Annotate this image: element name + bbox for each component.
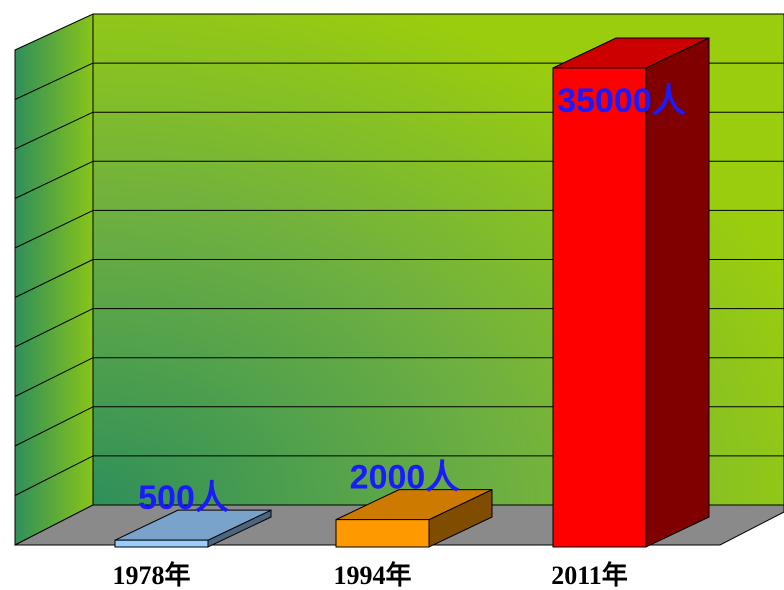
bar: [335, 488, 493, 548]
wall-line: [14, 62, 94, 100]
wall-line: [14, 308, 94, 348]
wall-line: [14, 209, 94, 249]
wall-line: [14, 455, 94, 496]
bars: [114, 37, 710, 548]
wall-line: [14, 357, 94, 397]
wall-line: [14, 160, 94, 199]
wall-line: [14, 111, 94, 150]
wall-line: [14, 259, 94, 298]
x-tick-label: 1978年: [112, 560, 190, 590]
bar: [552, 37, 710, 548]
value-label: 2000人: [350, 459, 460, 497]
x-tick-label: 2011年: [551, 560, 628, 590]
bar-front: [552, 67, 647, 548]
x-tick-label: 1994年: [333, 560, 411, 590]
wall-line: [14, 406, 94, 447]
bar: [114, 509, 272, 548]
value-label: 500人: [138, 479, 229, 517]
value-label: 35000人: [557, 82, 686, 120]
bar-front: [335, 519, 430, 548]
bar-front: [114, 539, 209, 548]
